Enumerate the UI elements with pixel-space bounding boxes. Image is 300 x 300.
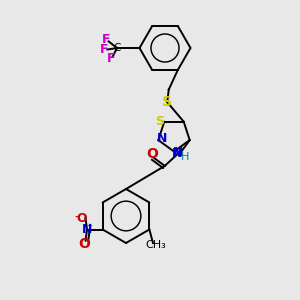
Text: N: N	[157, 132, 167, 145]
Text: O: O	[146, 147, 158, 161]
Text: N: N	[173, 146, 183, 160]
Text: F: F	[100, 43, 109, 56]
Text: F: F	[102, 33, 111, 46]
Text: CH₃: CH₃	[146, 240, 167, 250]
Text: N: N	[172, 147, 182, 161]
Text: -: -	[75, 211, 80, 225]
Text: H: H	[181, 152, 189, 162]
Text: N: N	[82, 223, 92, 236]
Text: O: O	[76, 212, 87, 225]
Text: F: F	[107, 52, 116, 65]
Text: +: +	[86, 223, 92, 229]
Text: O: O	[78, 238, 90, 251]
Text: S: S	[156, 115, 165, 128]
Text: S: S	[162, 95, 172, 109]
Text: C: C	[113, 43, 121, 53]
